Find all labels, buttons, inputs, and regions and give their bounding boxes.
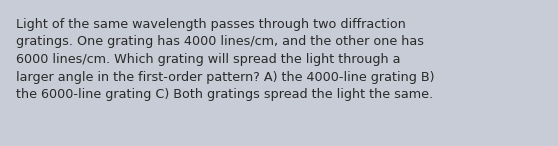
Text: Light of the same wavelength passes through two diffraction
gratings. One gratin: Light of the same wavelength passes thro… bbox=[16, 18, 435, 101]
